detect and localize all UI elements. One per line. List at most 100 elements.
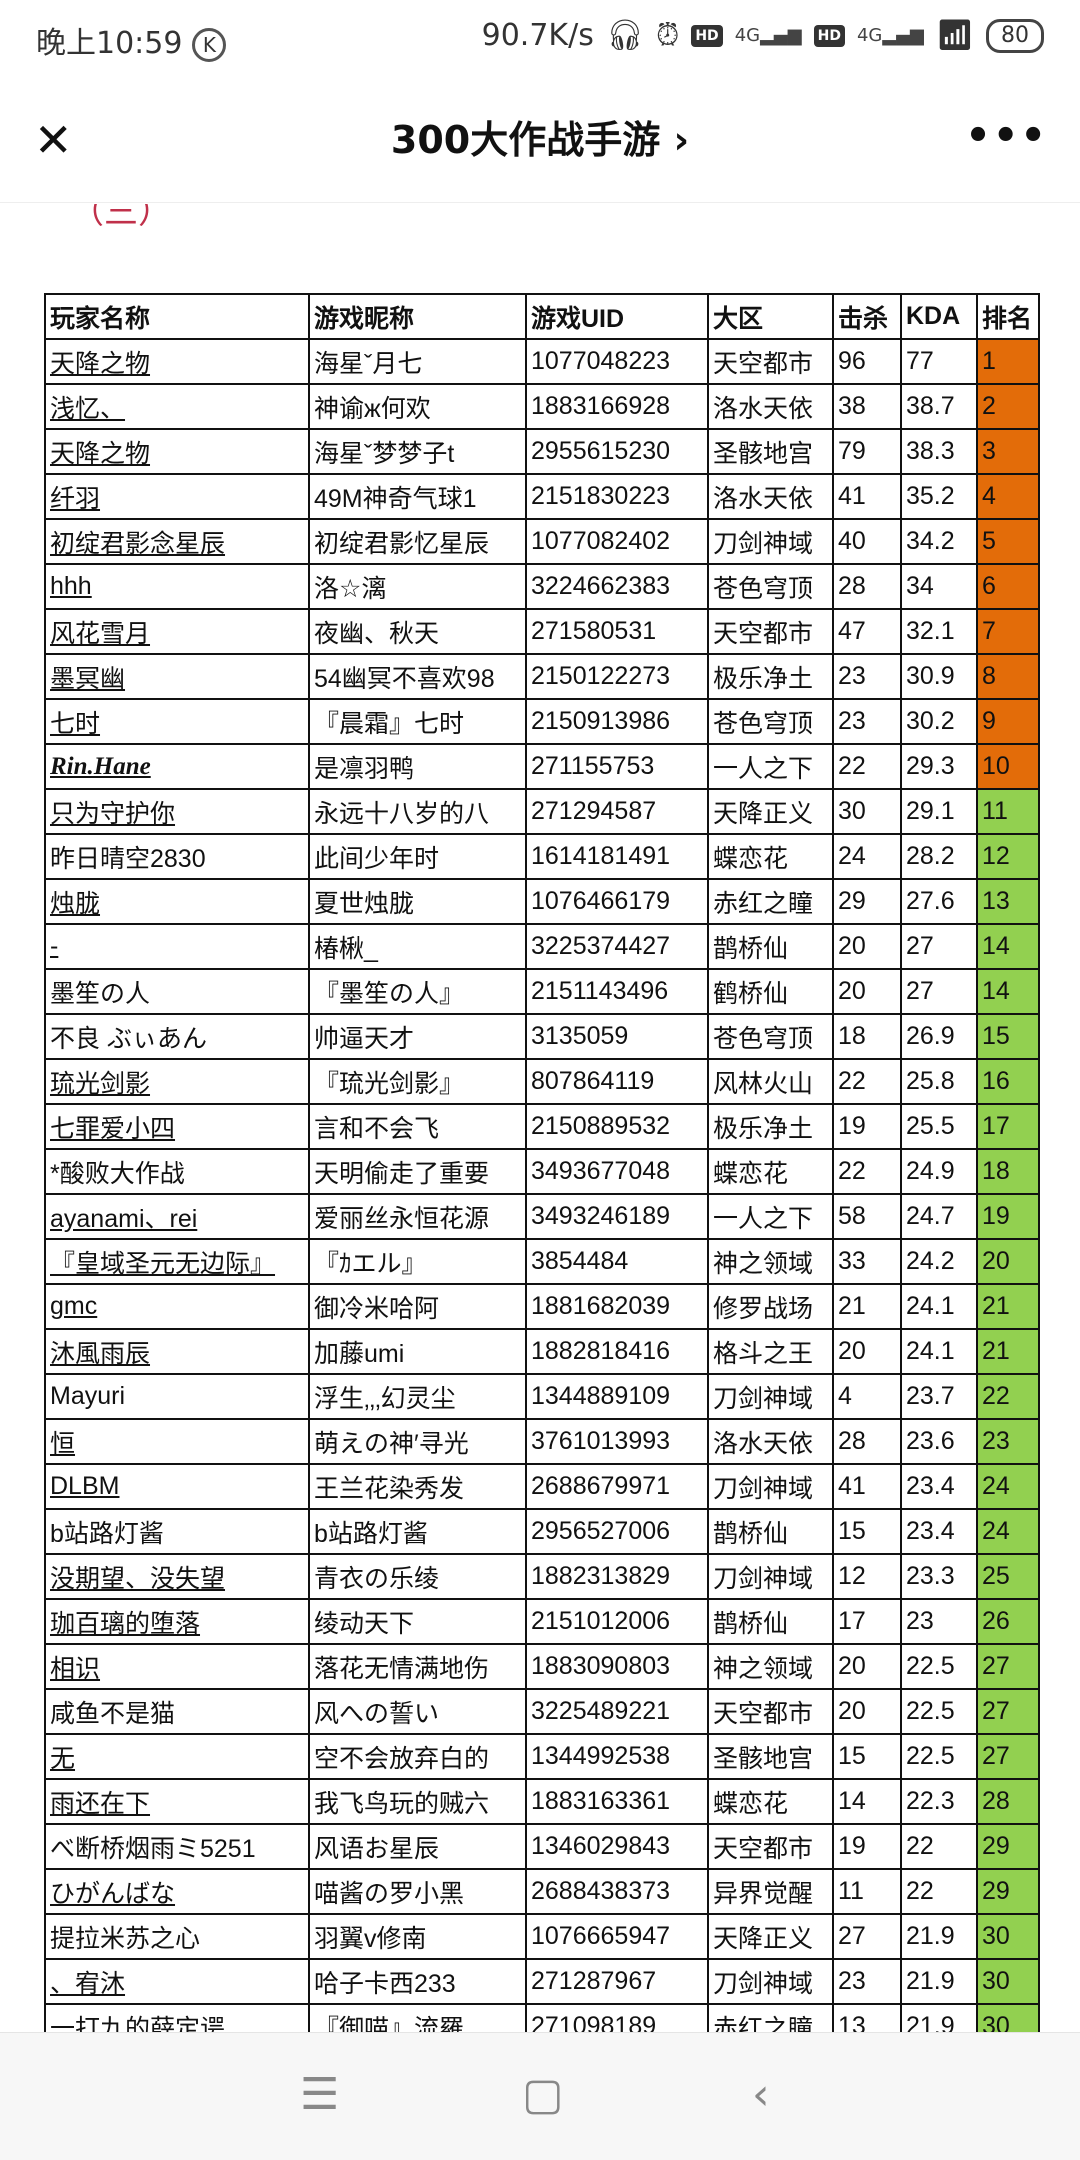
name-text[interactable]: gmc [50,1292,98,1320]
menu-icon[interactable]: ☰ [300,2069,340,2120]
name-text[interactable]: 沐風雨辰 [50,1339,151,1368]
cell-uid: 1881682039 [525,1283,709,1330]
kills-text: 19 [838,1112,866,1140]
rank-text: 17 [982,1112,1010,1140]
kills-text: 12 [838,1562,866,1590]
region-text: 赤红之瞳 [713,2014,814,2033]
kills-text: 14 [838,1787,866,1815]
name-text[interactable]: 、宥沐 [50,1969,126,1998]
cell-name: 墨冥幽 [44,653,310,700]
column-header: 玩家名称 [44,293,310,340]
close-icon[interactable]: ✕ [34,113,73,167]
back-icon[interactable]: ‹ [752,2069,770,2120]
kills-text: 47 [838,617,866,645]
rank-text: 25 [982,1562,1010,1590]
cell-rank: 21 [976,1283,1040,1330]
name-text[interactable]: hhh [50,572,92,600]
region-text: 蝶恋花 [713,844,789,873]
battery-icon: 80 [986,18,1044,53]
cell-nick: 加藤umi [308,1328,527,1375]
region-text: 圣骸地宫 [713,1744,814,1773]
kills-text: 15 [838,1517,866,1545]
name-text[interactable]: 恒 [50,1429,76,1458]
name-text[interactable]: 琉光剑影 [50,1069,151,1098]
cell-name: Mayuri [44,1373,310,1420]
cell-rank: 28 [976,1778,1040,1825]
name-text[interactable]: 雨还在下 [50,1789,151,1818]
name-text[interactable]: 风花雪月 [50,619,151,648]
name-text[interactable]: ひがんばな [50,1879,176,1908]
name-text[interactable]: 『皇域圣元无边际』 [50,1249,276,1278]
cell-name: 提拉米苏之心 [44,1913,310,1960]
name-text[interactable]: 天降之物 [50,439,151,468]
uid-text: 271155753 [531,752,655,780]
page-title[interactable]: 300大作战手游 › [0,110,1080,170]
nick-text: 王兰花染秀发 [314,1474,465,1503]
cell-uid: 2688438373 [525,1868,709,1915]
table-row: 咸鱼不是猫 风への誓い 3225489221 天空都市 20 22.5 27 [44,1688,1040,1735]
name-text[interactable]: DLBM [50,1472,120,1500]
kills-text: 33 [838,1247,866,1275]
cell-nick: 49M神奇气球1 [308,473,527,520]
cell-kda: 23.4 [900,1463,978,1510]
name-text[interactable]: 墨冥幽 [50,664,126,693]
cell-name: - [44,923,310,970]
name-text[interactable]: 天降之物 [50,349,151,378]
cell-kda: 77 [900,338,978,385]
cell-rank: 26 [976,1598,1040,1645]
name-text[interactable]: 相识 [50,1654,101,1683]
region-text: 天降正义 [713,1924,814,1953]
more-icon[interactable]: ••• [965,113,1048,159]
table-row: hhh 洛☆漓 3224662383 苍色穹顶 28 34 6 [44,563,1040,610]
name-text: 昨日晴空2830 [50,844,206,873]
name-text[interactable]: ayanami、rei [50,1204,198,1233]
rank-text: 29 [982,1877,1010,1905]
kda-text: 22.3 [906,1787,955,1815]
name-text: 咸鱼不是猫 [50,1699,176,1728]
name-text[interactable]: Rin.Hane [50,753,151,780]
article-content[interactable]: （三） 玩家名称 游戏昵称 游戏UID 大区 击杀 KDA 排名 天降之物 海星ˇ月七 1077… [0,204,1080,2032]
cell-kills: 24 [832,833,902,880]
name-text[interactable]: 只为守护你 [50,799,176,828]
nick-text: 言和不会飞 [314,1114,440,1143]
name-text[interactable]: 无 [50,1744,76,1773]
table-row: ayanami、rei 爱丽丝永恒花源 3493246189 一人之下 58 24.7 19 [44,1193,1040,1240]
name-text[interactable]: 烛胧 [50,889,101,918]
cell-rank: 13 [976,878,1040,925]
cell-kda: 35.2 [900,473,978,520]
table-row: 天降之物 海星ˇ月七 1077048223 天空都市 96 77 1 [44,338,1040,385]
cell-uid: 1883166928 [525,383,709,430]
name-text[interactable]: - [50,932,59,960]
kills-text: 30 [838,797,866,825]
column-header: 游戏UID [525,293,709,340]
name-text[interactable]: 纤羽 [50,484,101,513]
cell-region: 蝶恋花 [707,833,834,880]
cell-region: 圣骸地宫 [707,1733,834,1780]
name-text[interactable]: 没期望、没失望 [50,1564,226,1593]
name-text[interactable]: 七罪爱小四 [50,1114,176,1143]
status-time: 晚上10:59 K [36,18,227,62]
name-text[interactable]: 一打九的薛定谔 [50,2014,226,2033]
cell-kda: 34.2 [900,518,978,565]
cell-region: 洛水天依 [707,1418,834,1465]
cell-region: 神之领域 [707,1643,834,1690]
cell-name: gmc [44,1283,310,1330]
cell-kills: 15 [832,1508,902,1555]
table-row: 墨冥幽 54幽冥不喜欢98 2150122273 极乐净土 23 30.9 8 [44,653,1040,700]
cell-uid: 2151012006 [525,1598,709,1645]
table-header: 玩家名称 游戏昵称 游戏UID 大区 击杀 KDA 排名 [44,293,1040,340]
table-row: 没期望、没失望 青衣の乐绫 1882313829 刀剑神域 12 23.3 25 [44,1553,1040,1600]
cell-rank: 6 [976,563,1040,610]
name-text[interactable]: 初绽君影念星辰 [50,529,226,558]
cell-kda: 22.5 [900,1688,978,1735]
name-text[interactable]: 浅忆、 [50,394,126,423]
rank-text: 2 [982,392,996,420]
region-text: 鹊桥仙 [713,1519,789,1548]
kda-text: 23.7 [906,1382,955,1410]
name-text[interactable]: 珈百璃的堕落 [50,1609,201,1638]
home-icon[interactable]: ▢ [522,2069,564,2120]
region-text: 圣骸地宫 [713,439,814,468]
name-text[interactable]: 七时 [50,709,101,738]
cell-nick: 落花无情满地伤 [308,1643,527,1690]
section-heading: （三） [70,204,172,232]
